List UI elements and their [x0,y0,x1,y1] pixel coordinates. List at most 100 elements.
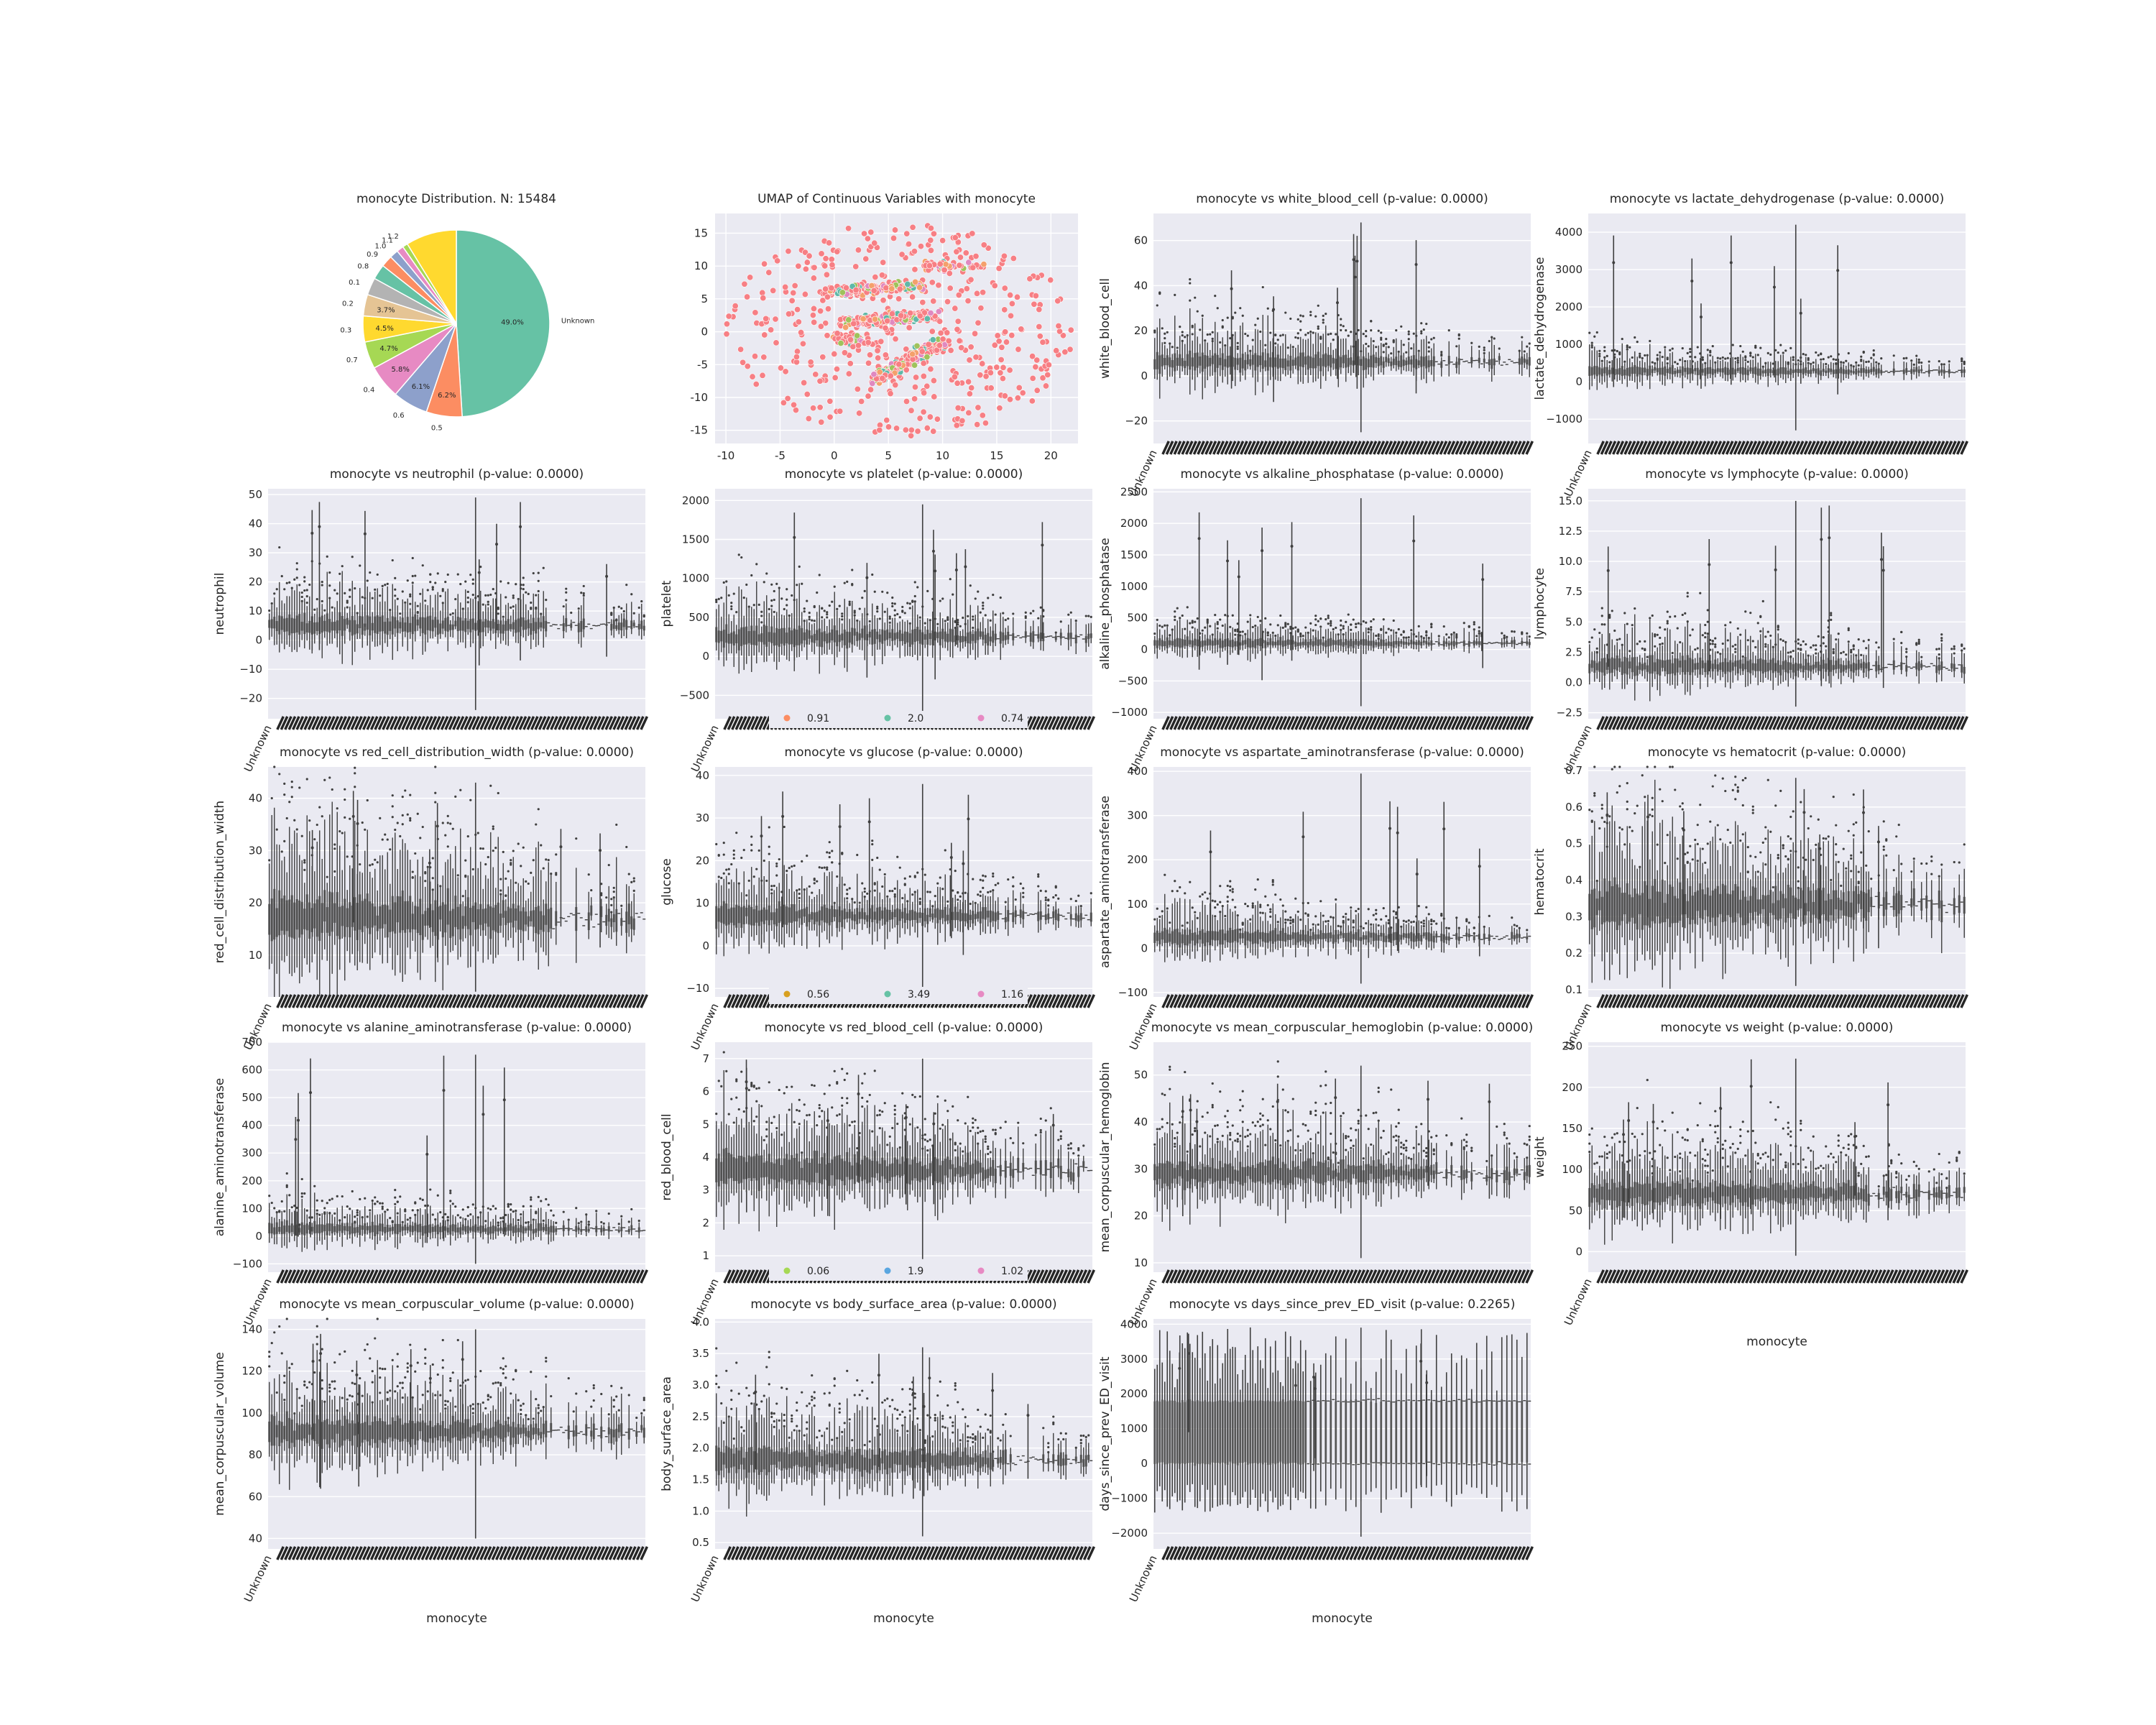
y-tick-label: −10 [239,663,262,676]
legend-row: 0.56 3.49 1.16 [769,987,1028,1004]
x-tick-labels: Unknown [1127,1546,1534,1604]
y-tick-label: 100 [241,1407,262,1420]
y-tick-label: 10 [696,897,709,910]
y-tick-label: 100 [1562,1163,1583,1176]
pie-slice [456,229,550,418]
box-plot: 0.5 1.0 1.5 2.0 2.5 3.0 3.5 4.0 monocyte vs body… [660,1297,1096,1626]
box-marks [1153,773,1531,984]
pie-slice-label: 0.9 [367,251,378,259]
y-tick-label: 50 [249,488,262,501]
y-tick-label: −500 [680,689,709,702]
x-tick-label: Unknown [241,1553,275,1604]
x-axis-label: monocyte [873,1611,934,1626]
y-tick-label: 0 [255,1230,262,1243]
y-tick-label: 40 [249,1532,262,1545]
y-axis-label: hematocrit [1533,848,1547,915]
box-plot: −2.5 0.0 2.5 5.0 7.5 10.0 12.5 15.0 monocyte vs … [1533,467,1969,774]
pie-slice-label: 0.3 [340,327,351,335]
y-axis-label: neutrophil [213,573,227,635]
panel-title: monocyte vs weight (p-value: 0.0000) [1661,1021,1894,1035]
y-tick-label: 0.5 [1565,837,1583,850]
legend-marker [977,1267,985,1274]
y-tick-label: 0.6 [1565,801,1583,814]
y-tick-label: 0 [1141,369,1148,382]
pie-chart-panel: monocyte Distribution. N: 15484 49.0% Unkn… [340,192,594,433]
y-axis-label: red_cell_distribution_width [213,801,227,963]
y-tick-label: 250 [1562,1040,1583,1053]
panel-title: monocyte vs aspartate_aminotransferase (… [1160,745,1524,760]
panel-title: monocyte vs mean_corpuscular_hemoglobin … [1151,1021,1534,1035]
y-tick-label: 2000 [1555,300,1583,313]
box-plot: −2000 −1000 0 1000 2000 3000 4000 monocyte vs d… [1098,1297,1534,1626]
pie-slice-label: 0.5 [431,425,443,433]
plot-area [1153,1319,1531,1549]
umap-x-tick: 10 [936,449,949,462]
y-axis-label: body_surface_area [660,1376,674,1491]
y-tick-label: 60 [249,1490,262,1503]
y-tick-label: 30 [249,844,262,857]
y-tick-label: 600 [241,1064,262,1077]
y-tick-label: 5.0 [1565,615,1583,628]
y-tick-label: 2000 [682,494,709,507]
x-tick-label: Unknown [688,723,722,774]
box-marks [268,1054,646,1264]
y-tick-label: −2000 [1111,1527,1148,1540]
box-plot: 0 50 100 150 200 250 monocyte vs weight (p-val… [1533,1021,1969,1349]
plot-area [1588,489,1966,719]
y-tick-label: 20 [249,576,262,589]
y-tick-label: 12.5 [1559,525,1583,538]
umap-points [723,222,1074,439]
y-tick-label: 2000 [1120,1387,1148,1400]
legend-row: 0.06 1.9 1.02 [769,1264,1028,1281]
y-tick-label: 10.0 [1559,555,1583,568]
y-tick-label: −10 [686,982,709,995]
y-tick-label: 100 [241,1202,262,1215]
y-tick-label: 0 [1141,1457,1148,1470]
y-tick-label: 0.4 [1565,873,1583,886]
legend-marker [783,714,791,722]
box-plot: −20 −10 0 10 20 30 40 50 monocyte vs neutrophil … [213,467,649,774]
box-marks [1153,1327,1531,1537]
panel-title: monocyte vs mean_corpuscular_volume (p-v… [279,1297,634,1312]
panel-title: monocyte vs lactate_dehydrogenase (p-val… [1610,192,1944,206]
y-tick-label: 140 [241,1323,262,1336]
y-tick-label: 6 [702,1085,709,1098]
box-plot: −100 0 100 200 300 400 500 600 700 monocyte vs al… [213,1021,649,1328]
y-tick-label: 10 [249,604,262,617]
plot-area [268,489,645,719]
legend-marker [884,1267,891,1274]
y-tick-label: 60 [1134,234,1148,247]
y-axis-label: glucose [660,858,674,905]
y-tick-label: 40 [696,769,709,782]
panel-title: monocyte vs neutrophil (p-value: 0.0000) [330,467,584,482]
legend-value: 3.49 [908,989,930,1000]
umap-y-tick: 15 [694,226,708,239]
y-tick-label: 20 [696,854,709,867]
pie-slice-label: 0.6 [393,412,405,420]
pie-slice-label: 0.4 [363,387,374,395]
panel-title: monocyte vs alkaline_phosphatase (p-valu… [1180,467,1503,482]
y-tick-label: 1500 [682,533,709,546]
umap-x-tick: -5 [775,449,786,462]
legend-value: 2.0 [908,713,923,724]
y-tick-label: 1 [702,1249,709,1262]
pie-slice-label: 1.0 [375,242,387,250]
y-tick-label: 20 [249,896,262,909]
box-plot: −10 0 10 20 30 40 monocyte vs glucose (p-value… [660,745,1096,1052]
y-axis-label: lymphocyte [1533,568,1547,640]
y-tick-label: −2.5 [1557,707,1583,719]
umap-title: UMAP of Continuous Variables with monocy… [757,192,1036,206]
pie-title: monocyte Distribution. N: 15484 [356,192,556,206]
y-tick-label: 4 [702,1151,709,1164]
panel-title: monocyte vs lymphocyte (p-value: 0.0000) [1645,467,1908,482]
plot-area [1588,1042,1966,1272]
x-tick-labels: Unknown [1562,1269,1969,1328]
box-marks [1588,1058,1966,1256]
plot-area [1153,1042,1531,1272]
y-tick-label: −1000 [1546,413,1583,426]
plot-area [715,489,1092,719]
y-tick-label: 0 [1141,942,1148,954]
x-tick-label: Unknown [1127,1553,1160,1604]
